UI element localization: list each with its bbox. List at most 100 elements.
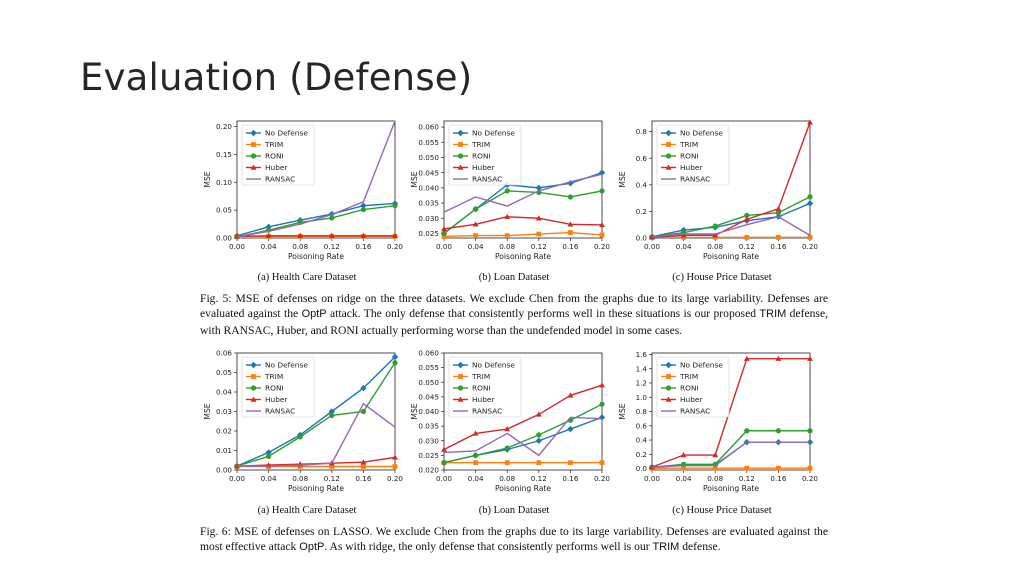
x-tick-label: 0.20 <box>802 242 818 251</box>
series-huber <box>649 119 813 240</box>
legend-label-trim: TRIM <box>264 372 283 381</box>
legend-label-no-defense: No Defense <box>265 129 308 138</box>
x-tick-label: 0.08 <box>499 474 515 483</box>
series-line-huber <box>443 384 603 451</box>
legend: No Defense TRIM RONI Huber RANSAC <box>241 124 315 186</box>
series-line-huber <box>236 235 395 238</box>
legend-marker-trim <box>251 374 256 379</box>
data-point <box>712 452 719 458</box>
legend-label-roni: RONI <box>472 152 491 161</box>
data-point <box>504 188 510 194</box>
subcaption-fig6-c: (c) House Price Dataset <box>672 505 772 516</box>
legend-marker-no-defense <box>665 361 672 369</box>
x-tick-label: 0.04 <box>261 242 277 251</box>
caption-fig6: Fig. 6: MSE of defenses on LASSO. We exc… <box>200 524 828 556</box>
series-ransac <box>443 416 603 457</box>
data-point <box>360 459 367 465</box>
legend-marker-no-defense <box>250 361 257 369</box>
data-point <box>807 465 813 471</box>
series-ransac <box>236 120 396 238</box>
legend-label-no-defense: No Defense <box>680 361 723 370</box>
y-tick-label: 0.8 <box>636 127 648 136</box>
data-point <box>441 446 447 452</box>
legend-box <box>241 124 315 186</box>
data-point <box>776 465 781 471</box>
data-point <box>297 434 303 440</box>
x-axis-label: Poisoning Rate <box>288 484 344 493</box>
y-tick-label: 0.2 <box>636 450 647 459</box>
data-point <box>472 430 479 436</box>
y-tick-label: 0.05 <box>216 206 232 215</box>
caption-fig5-attack: OptP <box>301 308 327 321</box>
y-tick-label: 0.00 <box>216 234 232 243</box>
legend-label-ransac: RANSAC <box>265 175 295 184</box>
data-point <box>744 428 750 434</box>
data-point <box>743 355 750 361</box>
y-tick-label: 0.05 <box>216 368 232 377</box>
data-point <box>598 169 606 176</box>
data-point <box>807 194 813 200</box>
legend-label-ransac: RANSAC <box>265 407 295 416</box>
data-point <box>599 232 605 238</box>
data-point <box>266 453 272 459</box>
x-tick-label: 0.00 <box>644 474 660 483</box>
legend-marker-huber <box>250 396 257 402</box>
data-point <box>568 460 573 466</box>
data-point <box>265 449 272 456</box>
x-tick-label: 0.04 <box>468 474 484 483</box>
y-axis-label: MSE <box>618 171 627 187</box>
legend-marker-huber <box>457 164 464 170</box>
y-axis-label: MSE <box>410 171 419 187</box>
data-point <box>504 213 511 219</box>
data-point <box>392 464 398 469</box>
legend-label-roni: RONI <box>265 384 284 393</box>
chart-fig6-house-price: 0.0 0.2 0.4 0.6 0.8 1.0 1.2 1.4 1.6 0.00 0.04 0.08 0… <box>618 350 818 493</box>
y-tick-label: 0.025 <box>418 451 439 460</box>
legend-label-roni: RONI <box>265 152 284 161</box>
data-point <box>567 194 573 200</box>
data-point <box>297 232 304 238</box>
legend-label-huber: Huber <box>265 163 288 172</box>
chart-fig6-loan: 0.020 0.025 0.030 0.035 0.040 0.045 0.050 0.055… <box>410 349 610 493</box>
series-line-ransac <box>443 416 603 457</box>
caption-fig6-text-1: Fig. 6: MSE of defenses on LASSO. We exc… <box>200 525 828 554</box>
data-point <box>360 384 367 392</box>
x-tick-label: 0.12 <box>531 474 547 483</box>
y-tick-label: 0.6 <box>636 154 648 163</box>
y-tick-label: 0.6 <box>636 421 648 430</box>
slide-title: Evaluation (Defense) <box>80 56 473 99</box>
data-point <box>775 210 781 216</box>
legend-box <box>656 356 730 418</box>
y-tick-label: 0.060 <box>418 123 439 132</box>
chart-fig5-health-care: 0.00 0.05 0.10 0.15 0.20 0.00 0.04 0.08 0.12 0.16… <box>203 120 403 261</box>
legend-label-roni: RONI <box>680 384 699 393</box>
data-point <box>807 428 813 434</box>
legend-label-ransac: RANSAC <box>680 175 710 184</box>
legend-marker-roni <box>665 153 672 159</box>
x-tick-label: 0.12 <box>739 242 755 251</box>
caption-fig6-trim: TRIM <box>652 541 680 554</box>
data-point <box>744 465 750 471</box>
data-point <box>329 412 335 418</box>
x-tick-label: 0.16 <box>562 474 578 483</box>
legend-label-huber: Huber <box>472 163 495 172</box>
legend-label-trim: TRIM <box>679 140 698 149</box>
series-line-roni <box>236 204 396 238</box>
series-line-ransac <box>237 402 396 467</box>
x-tick-label: 0.16 <box>562 242 578 251</box>
data-point <box>712 223 718 229</box>
data-point <box>775 355 782 361</box>
legend: No Defense TRIM RONI Huber RANSAC <box>448 356 522 418</box>
y-tick-label: 0.20 <box>216 122 232 131</box>
data-point <box>392 454 398 460</box>
chart-fig6-health-care: 0.00 0.01 0.02 0.03 0.04 0.05 0.06 0.00 0.04 0.08… <box>203 349 403 493</box>
data-point <box>297 464 303 469</box>
x-tick-label: 0.16 <box>770 242 786 251</box>
data-point <box>328 408 335 415</box>
data-point <box>392 203 398 209</box>
data-point <box>360 206 366 213</box>
y-tick-label: 0.4 <box>636 180 648 189</box>
y-tick-label: 0.050 <box>418 378 439 387</box>
caption-fig6-attack: OptP <box>299 541 325 554</box>
series-line-roni <box>236 362 396 467</box>
